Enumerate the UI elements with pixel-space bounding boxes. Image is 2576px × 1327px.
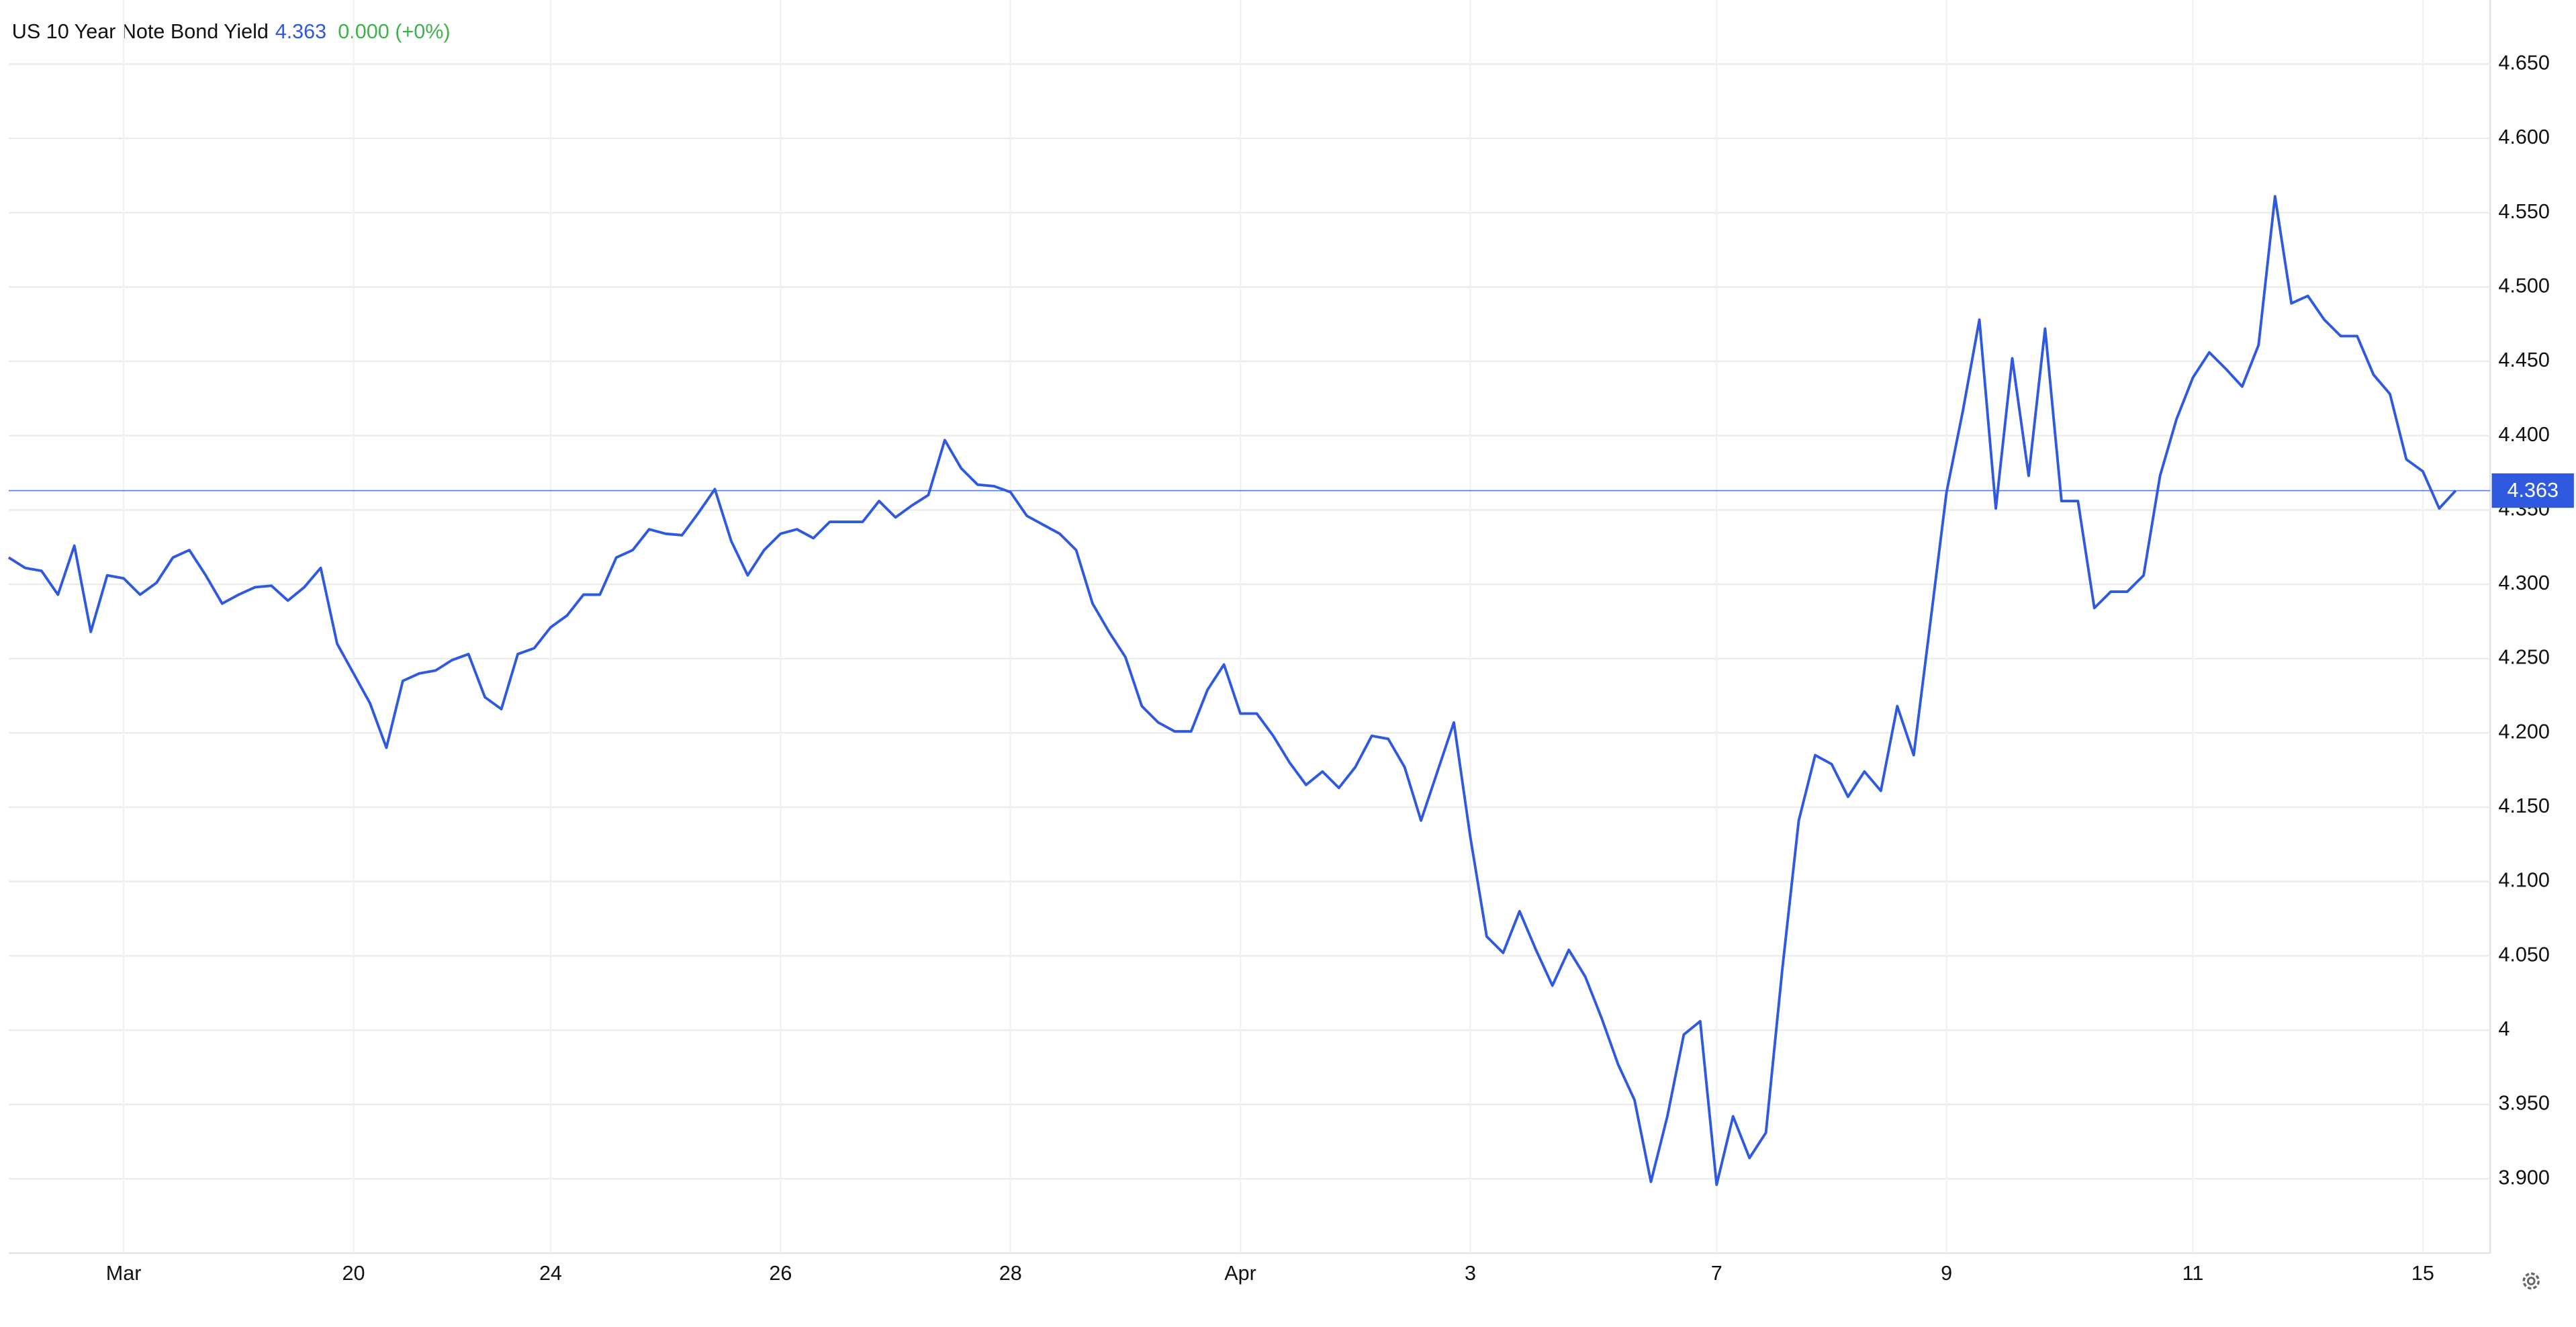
y-tick-label: 4.600 (2498, 126, 2549, 148)
y-tick-label: 4.100 (2498, 869, 2549, 892)
y-tick-label: 4.150 (2498, 794, 2549, 817)
y-tick-label: 3.900 (2498, 1166, 2549, 1189)
x-tick-label: 24 (539, 1262, 562, 1285)
price-label: 4.363 (2507, 479, 2558, 502)
y-tick-label: 4.650 (2498, 51, 2549, 74)
y-tick-label: 4.200 (2498, 720, 2549, 743)
y-tick-label: 4.550 (2498, 200, 2549, 223)
chart-title: US 10 Year Note Bond Yield (12, 20, 269, 43)
price: 4.363 (275, 20, 326, 43)
settings-icon[interactable] (2522, 1272, 2540, 1290)
y-tick-label: 4.400 (2498, 423, 2549, 446)
x-tick-label: 28 (999, 1262, 1022, 1285)
x-tick-label: 3 (1465, 1262, 1476, 1285)
y-tick-label: 4 (2498, 1017, 2510, 1040)
x-tick-label: Mar (106, 1262, 142, 1285)
y-tick-label: 4.500 (2498, 274, 2549, 297)
y-tick-label: 4.450 (2498, 349, 2549, 371)
grid (8, 0, 2491, 1253)
y-tick-label: 3.950 (2498, 1092, 2549, 1115)
y-tick-label: 4.300 (2498, 571, 2549, 594)
x-tick-label: 9 (1941, 1262, 1952, 1285)
x-tick-label: 7 (1711, 1262, 1722, 1285)
price-label-box (2491, 473, 2574, 508)
x-tick-label: 20 (342, 1262, 365, 1285)
change: 0.000 (+0%) (338, 20, 450, 43)
x-tick-label: Apr (1224, 1262, 1256, 1285)
x-tick-label: 26 (769, 1262, 792, 1285)
y-tick-label: 4.250 (2498, 646, 2549, 669)
x-tick-label: 11 (2182, 1262, 2204, 1285)
y-tick-label: 4.050 (2498, 943, 2549, 966)
x-tick-label: 15 (2411, 1262, 2434, 1285)
price-line (7, 195, 2457, 1187)
